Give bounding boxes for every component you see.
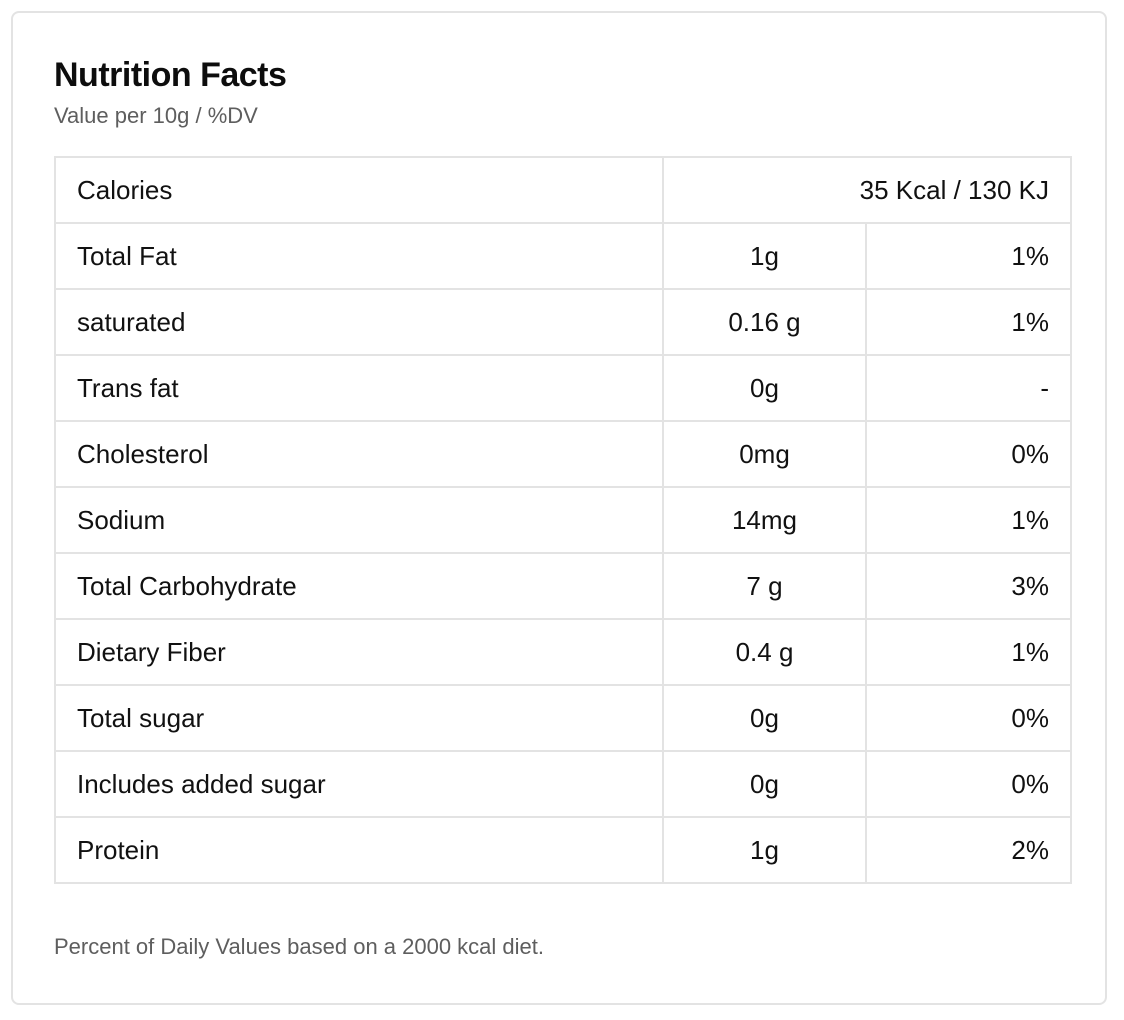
nutrient-daily-value: 0% <box>865 684 1072 752</box>
nutrient-daily-value: 0% <box>865 750 1072 818</box>
nutrient-row-trans-fat: Trans fat 0g - <box>54 354 1072 422</box>
nutrient-row-protein: Protein 1g 2% <box>54 816 1072 884</box>
nutrition-facts-card: Nutrition Facts Value per 10g / %DV Calo… <box>11 11 1107 1005</box>
nutrient-daily-value: 0% <box>865 420 1072 488</box>
nutrient-label: saturated <box>54 288 664 356</box>
nutrient-amount: 0.16 g <box>662 288 867 356</box>
nutrient-label: Cholesterol <box>54 420 664 488</box>
nutrient-daily-value: 1% <box>865 288 1072 356</box>
nutrient-row-dietary-fiber: Dietary Fiber 0.4 g 1% <box>54 618 1072 686</box>
nutrient-amount: 0g <box>662 750 867 818</box>
nutrient-row-total-fat: Total Fat 1g 1% <box>54 222 1072 290</box>
nutrition-table: Calories 35 Kcal / 130 KJ Total Fat 1g 1… <box>54 156 1072 884</box>
nutrient-amount: 7 g <box>662 552 867 620</box>
nutrient-label: Dietary Fiber <box>54 618 664 686</box>
nutrient-amount: 0mg <box>662 420 867 488</box>
nutrient-label: Total sugar <box>54 684 664 752</box>
nutrient-label: Total Fat <box>54 222 664 290</box>
serving-subtitle: Value per 10g / %DV <box>54 103 258 128</box>
nutrient-daily-value: 1% <box>865 222 1072 290</box>
calories-row: Calories 35 Kcal / 130 KJ <box>54 156 1072 224</box>
calories-label: Calories <box>54 156 664 224</box>
nutrient-daily-value: 3% <box>865 552 1072 620</box>
nutrient-amount: 0g <box>662 354 867 422</box>
nutrient-row-sodium: Sodium 14mg 1% <box>54 486 1072 554</box>
calories-value: 35 Kcal / 130 KJ <box>662 156 1072 224</box>
nutrient-daily-value: - <box>865 354 1072 422</box>
nutrient-amount: 0g <box>662 684 867 752</box>
nutrient-daily-value: 2% <box>865 816 1072 884</box>
nutrient-label: Protein <box>54 816 664 884</box>
nutrient-label: Total Carbohydrate <box>54 552 664 620</box>
daily-value-footnote: Percent of Daily Values based on a 2000 … <box>54 934 545 959</box>
nutrient-label: Trans fat <box>54 354 664 422</box>
nutrient-row-total-carbohydrate: Total Carbohydrate 7 g 3% <box>54 552 1072 620</box>
nutrition-title: Nutrition Facts <box>54 56 287 94</box>
nutrient-row-total-sugar: Total sugar 0g 0% <box>54 684 1072 752</box>
nutrient-amount: 1g <box>662 222 867 290</box>
nutrient-amount: 1g <box>662 816 867 884</box>
nutrient-daily-value: 1% <box>865 486 1072 554</box>
nutrient-daily-value: 1% <box>865 618 1072 686</box>
nutrient-row-added-sugar: Includes added sugar 0g 0% <box>54 750 1072 818</box>
nutrient-label: Sodium <box>54 486 664 554</box>
nutrient-row-cholesterol: Cholesterol 0mg 0% <box>54 420 1072 488</box>
nutrient-label: Includes added sugar <box>54 750 664 818</box>
nutrient-amount: 14mg <box>662 486 867 554</box>
nutrient-row-saturated: saturated 0.16 g 1% <box>54 288 1072 356</box>
nutrient-amount: 0.4 g <box>662 618 867 686</box>
